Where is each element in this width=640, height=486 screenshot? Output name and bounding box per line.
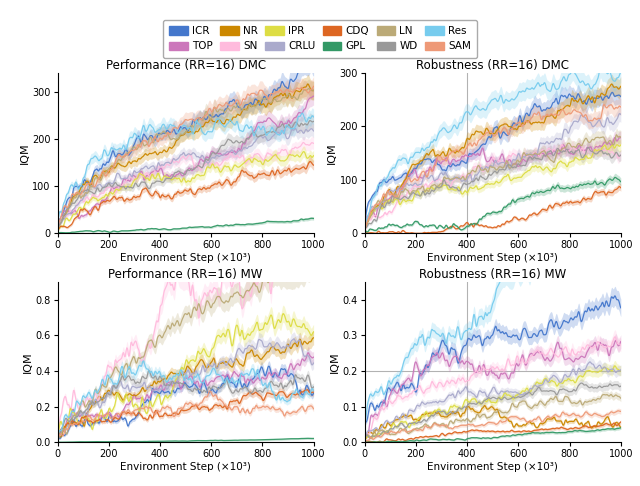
X-axis label: Environment Step (×10³): Environment Step (×10³) (428, 462, 558, 472)
Y-axis label: IQM: IQM (19, 142, 29, 164)
Title: Robustness (RR=16) DMC: Robustness (RR=16) DMC (416, 59, 570, 72)
X-axis label: Environment Step (×10³): Environment Step (×10³) (428, 253, 558, 263)
X-axis label: Environment Step (×10³): Environment Step (×10³) (120, 253, 251, 263)
Y-axis label: IQM: IQM (330, 351, 340, 373)
Title: Performance (RR=16) DMC: Performance (RR=16) DMC (106, 59, 266, 72)
Legend: ICR, TOP, NR, SN, IPR, CRLU, CDQ, GPL, LN, WD, Res, SAM: ICR, TOP, NR, SN, IPR, CRLU, CDQ, GPL, L… (163, 20, 477, 58)
Y-axis label: IQM: IQM (326, 142, 337, 164)
X-axis label: Environment Step (×10³): Environment Step (×10³) (120, 462, 251, 472)
Title: Robustness (RR=16) MW: Robustness (RR=16) MW (419, 268, 566, 281)
Y-axis label: IQM: IQM (22, 351, 33, 373)
Title: Performance (RR=16) MW: Performance (RR=16) MW (108, 268, 263, 281)
